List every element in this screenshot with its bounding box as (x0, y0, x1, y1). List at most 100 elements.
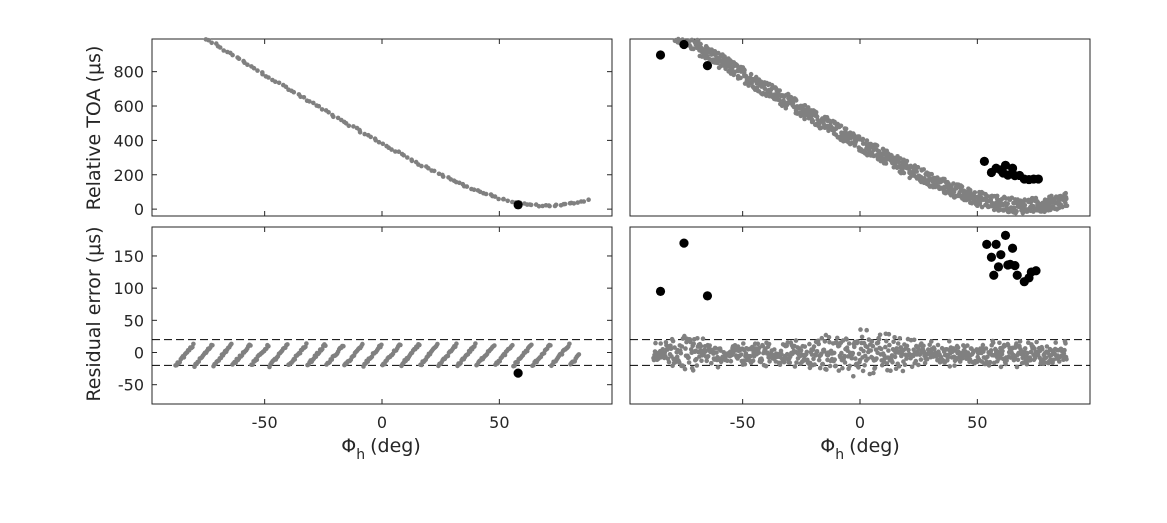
data-point (951, 181, 956, 186)
outlier-point (1012, 270, 1022, 280)
data-point (1020, 210, 1026, 216)
outlier-point (679, 39, 689, 50)
x-tick-label: -50 (252, 413, 278, 432)
data-point (678, 350, 684, 356)
axis-ticks: 0 200 400 600 800 (113, 39, 612, 219)
data-point (738, 75, 743, 81)
data-point (301, 95, 307, 100)
data-point (679, 344, 685, 349)
data-point (835, 335, 840, 341)
data-point (827, 339, 832, 345)
data-point (884, 338, 889, 344)
data-point (1064, 203, 1070, 209)
panel-toa-left: 0 200 400 600 800 (113, 37, 613, 219)
data-point (501, 196, 506, 202)
data-point (817, 365, 823, 371)
data-point (922, 360, 928, 366)
data-point (304, 341, 309, 346)
data-point (781, 359, 787, 365)
x-tick-label: 0 (377, 413, 387, 432)
data-point (981, 349, 986, 354)
data-point (714, 350, 719, 355)
data-point (929, 171, 934, 177)
data-point (464, 184, 470, 189)
data-point (699, 358, 704, 364)
data-point (918, 357, 924, 362)
data-point (341, 343, 346, 349)
data-point (778, 348, 784, 354)
data-point (316, 103, 322, 109)
data-point (331, 114, 336, 120)
data-point (859, 334, 865, 340)
data-point (1015, 357, 1021, 363)
data-point (210, 343, 215, 348)
data-point (698, 348, 703, 353)
data-point (824, 367, 829, 372)
data-point (802, 103, 808, 108)
data-point (772, 347, 777, 352)
data-point (709, 360, 714, 366)
data-point (983, 346, 989, 351)
data-point (811, 356, 816, 362)
data-point (473, 341, 478, 346)
data-point (1005, 201, 1010, 206)
x-tick-label: 0 (855, 413, 865, 432)
data-point (865, 356, 870, 362)
data-point (748, 353, 753, 359)
data-point (694, 363, 700, 368)
data-point (351, 124, 356, 129)
data-point (812, 362, 817, 367)
y-tick-label: 150 (113, 247, 144, 266)
data-point (285, 342, 290, 347)
data-point (952, 363, 957, 368)
data-point (748, 71, 754, 77)
data-point (890, 360, 895, 365)
data-point (1040, 346, 1045, 352)
data-point (1031, 209, 1036, 214)
data-point (929, 339, 934, 344)
data-point (979, 204, 985, 210)
data-point (1063, 190, 1068, 196)
outlier-point (993, 262, 1004, 272)
data-point (814, 349, 820, 354)
data-point (756, 350, 762, 356)
plot-frame (629, 226, 1091, 405)
data-point (844, 337, 849, 342)
data-point (206, 37, 211, 43)
data-point (1024, 361, 1030, 367)
data-point (988, 348, 994, 353)
data-point (767, 359, 772, 364)
x-axis-label-right: Φh (deg) (820, 435, 899, 463)
data-point (236, 56, 242, 61)
data-point (311, 100, 316, 106)
data-point (924, 356, 930, 362)
data-point (718, 63, 724, 69)
data-point (575, 200, 580, 205)
data-point (892, 354, 898, 360)
data-series (630, 230, 1090, 379)
x-axis-subscript: h (356, 447, 365, 463)
data-point (826, 335, 832, 340)
data-point (1063, 195, 1069, 200)
data-point (839, 350, 844, 356)
y-tick-label: 50 (124, 311, 144, 330)
data-point (900, 368, 906, 374)
data-point (987, 359, 993, 365)
data-point (802, 116, 807, 122)
x-axis-label-left: Φh (deg) (341, 435, 420, 463)
data-series (152, 339, 612, 378)
y-tick-label: 0 (134, 344, 144, 363)
data-point (691, 341, 696, 347)
data-point (715, 365, 721, 370)
data-point (581, 199, 587, 204)
data-point (713, 345, 718, 351)
data-point (870, 343, 876, 349)
data-point (805, 105, 811, 110)
data-point (547, 203, 552, 209)
data-point (777, 88, 782, 93)
data-point (700, 336, 706, 342)
data-point (818, 125, 824, 131)
data-point (798, 348, 804, 353)
data-point (766, 341, 772, 347)
data-point (245, 62, 250, 67)
